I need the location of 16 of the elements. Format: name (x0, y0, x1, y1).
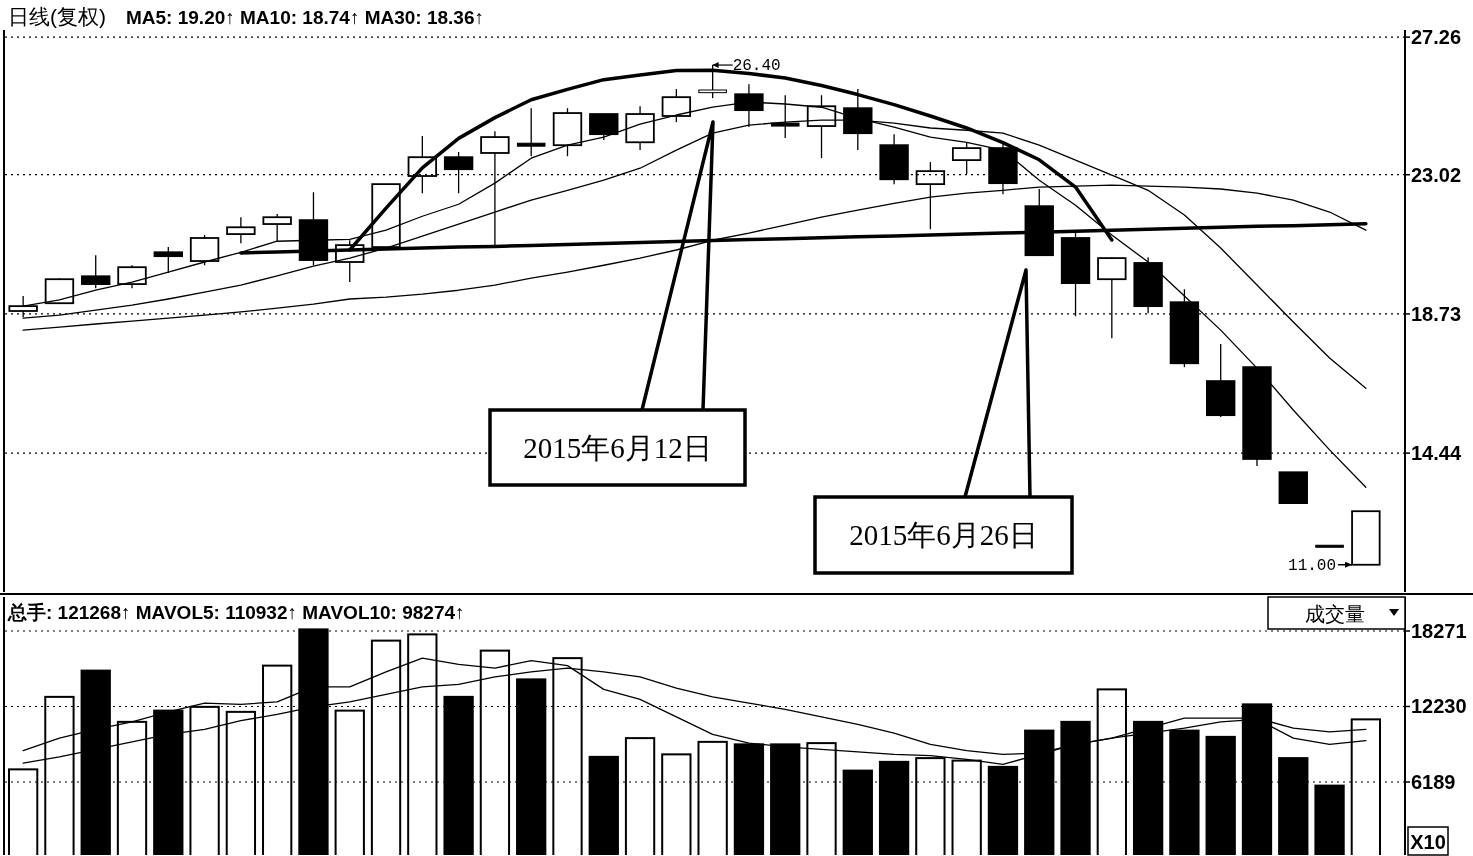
y-tick-label: 14.44 (1411, 442, 1462, 465)
y-tick-label: 6189 (1411, 771, 1456, 793)
annotation: 2015年6月26日 (849, 519, 1038, 551)
y-tick-label: 18.73 (1411, 302, 1462, 325)
chart-subtitle: MA5: 19.20↑ MA10: 18.74↑ MA30: 18.36↑ (126, 7, 484, 28)
annotation: 26.40 (732, 57, 781, 76)
text: X10 (1410, 831, 1446, 853)
chart-title: 成交量 (1305, 603, 1365, 625)
y-tick-label: 12230 (1411, 695, 1467, 718)
chart-title: 日线(复权) (8, 5, 106, 28)
annotation: 2015年6月12日 (523, 431, 712, 464)
y-tick-label: 23.02 (1411, 163, 1462, 186)
y-tick-label: 18271 (1411, 620, 1467, 642)
annotation: 11.00 (1288, 556, 1337, 575)
y-tick-label: 27.26 (1411, 26, 1462, 49)
chart-subtitle: 总手: 121268↑ MAVOL5: 110932↑ MAVOL10: 98274↑ (7, 602, 465, 623)
